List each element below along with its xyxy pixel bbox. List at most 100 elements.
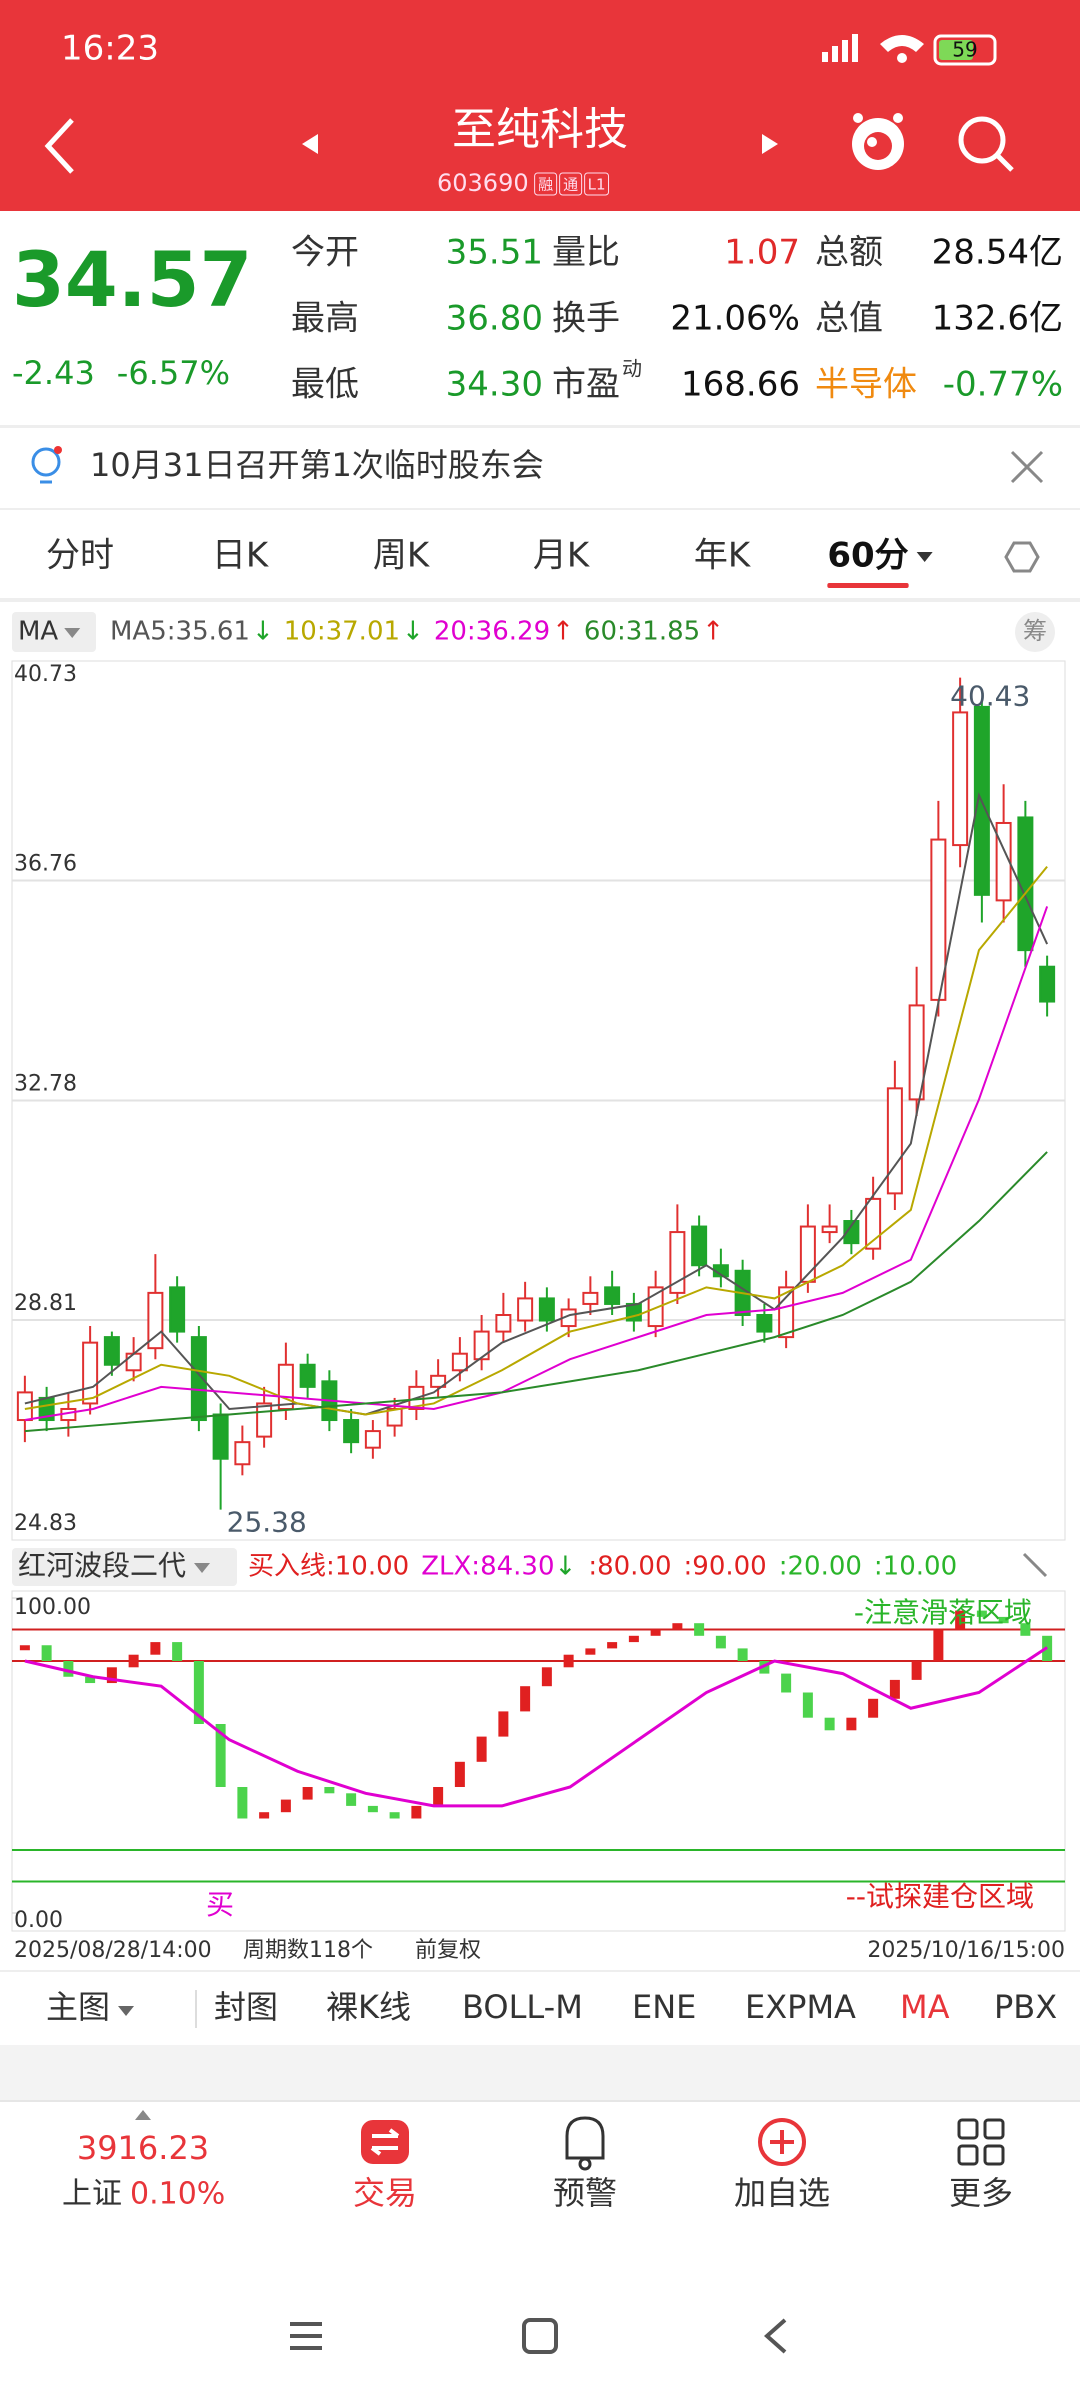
dropdown <box>118 2006 135 2016</box>
candle-body <box>16 1391 33 1422</box>
candle-body <box>364 1430 381 1449</box>
index-change: 0.10% <box>130 2177 225 2212</box>
indicator-tab[interactable]: 封图 <box>214 1988 278 2026</box>
settings-icon[interactable] <box>1004 541 1040 573</box>
field-label: 半导体 <box>815 365 917 405</box>
trade-icon[interactable] <box>361 2120 409 2164</box>
expand-icon[interactable] <box>1022 1552 1048 1578</box>
field-label: 总值 <box>815 299 883 339</box>
period-tab[interactable]: 年K <box>694 536 752 576</box>
legend-trend: ↑ <box>702 617 724 647</box>
period-tab[interactable]: 周K <box>373 536 431 576</box>
indicator-bar <box>128 1654 139 1668</box>
badge-label: 融 <box>538 176 553 194</box>
indicator-tab[interactable]: EXPMA <box>745 1988 856 2026</box>
index-value: 3916.23 <box>77 2129 209 2167</box>
indicator-bar <box>802 1692 813 1718</box>
close-notice[interactable] <box>1010 450 1044 484</box>
indicator-bar <box>694 1623 705 1636</box>
indicator-bar <box>672 1623 683 1630</box>
max-price-label: 40.43 <box>950 680 1030 713</box>
period-tab[interactable]: 分时 <box>46 536 114 576</box>
status-icons <box>822 34 997 66</box>
candle-body <box>169 1286 186 1333</box>
indicator-param: ZLX:84.30 <box>421 1552 554 1582</box>
nav-label[interactable]: 预警 <box>553 2174 617 2212</box>
system-nav[interactable] <box>290 2318 787 2354</box>
chip-button[interactable] <box>1015 612 1055 652</box>
alert-icon[interactable] <box>565 2116 605 2171</box>
indicator-bar <box>302 1787 313 1800</box>
indicator-tab[interactable]: 裸K线 <box>326 1988 411 2026</box>
field-value: 28.54亿 <box>932 233 1063 273</box>
nav-label[interactable]: 加自选 <box>734 2174 830 2212</box>
indicator-param: :90.00 <box>684 1552 767 1582</box>
more-icon[interactable] <box>957 2118 1005 2166</box>
field-label: 最低 <box>291 365 359 405</box>
assistant-icon[interactable] <box>852 113 904 170</box>
back-button[interactable] <box>44 118 74 174</box>
candle-body <box>277 1363 294 1410</box>
ma-selector-label: MA <box>18 617 58 647</box>
active-underline <box>827 583 909 588</box>
indicator-param: 买入线:10.00 <box>248 1552 409 1582</box>
next-stock[interactable] <box>762 134 778 154</box>
stock-name: 至纯科技 <box>452 104 628 155</box>
notice-icon <box>31 446 62 484</box>
indicator-param: :20.00 <box>779 1552 862 1582</box>
divider <box>0 598 1080 602</box>
field-label: 最高 <box>291 299 359 339</box>
indicator-bar <box>563 1654 574 1668</box>
index-arrow <box>135 2110 151 2120</box>
last-price: 34.57 <box>12 235 252 324</box>
indicator-tab[interactable]: MA <box>900 1988 950 2026</box>
period-tab[interactable]: 日K <box>212 536 270 576</box>
clock: 16:23 <box>61 29 159 69</box>
indicator-bar <box>389 1812 400 1819</box>
candle-body <box>604 1286 621 1305</box>
indicator-bar <box>411 1805 422 1819</box>
candle-body <box>517 1297 534 1322</box>
candle-body <box>299 1363 316 1388</box>
stock-code: 603690 <box>437 169 529 197</box>
period-tab[interactable]: 月K <box>533 536 591 576</box>
indicator-bar <box>998 1616 1009 1624</box>
indicator-bar <box>150 1642 161 1655</box>
add-watch-icon[interactable] <box>758 2118 806 2166</box>
indicator-tab[interactable]: BOLL-M <box>462 1988 583 2026</box>
indicator-bar <box>650 1629 661 1636</box>
candle-body <box>582 1291 599 1305</box>
candle-body <box>669 1231 686 1294</box>
candle-body <box>430 1374 447 1388</box>
indicator-tab[interactable]: 主图 <box>46 1988 110 2026</box>
indicator-bar <box>911 1661 922 1680</box>
candle-body <box>495 1313 512 1333</box>
candle-body <box>212 1413 229 1460</box>
period-tab[interactable]: 60分 <box>827 536 908 576</box>
prev-stock[interactable] <box>302 134 318 154</box>
index-name: 上证 <box>62 2177 122 2212</box>
ma-selector[interactable] <box>12 612 96 652</box>
ma-line <box>24 906 1049 1422</box>
indicator-bar <box>106 1667 117 1684</box>
indicator-bar <box>172 1642 183 1661</box>
indicator-tab[interactable]: ENE <box>632 1988 696 2026</box>
indicator-selector[interactable] <box>12 1548 237 1586</box>
field-value: -0.77% <box>943 365 1063 405</box>
badge-label: 通 <box>563 176 578 194</box>
y-tick-label: 32.78 <box>14 1072 77 1097</box>
candle-body <box>103 1336 120 1366</box>
indicator-bar <box>324 1787 335 1794</box>
nav-label[interactable]: 更多 <box>949 2174 1013 2212</box>
min-price-label: 25.38 <box>227 1506 307 1539</box>
candle-body <box>234 1441 251 1466</box>
zone-label-bottom: --试探建仓区域 <box>846 1880 1034 1913</box>
indicator-bar <box>63 1661 74 1677</box>
indicator-bar <box>280 1799 291 1813</box>
indicator-tab[interactable]: PBX <box>994 1988 1057 2026</box>
indicator-bar <box>237 1787 248 1819</box>
nav-label[interactable]: 交易 <box>353 2174 417 2212</box>
candle-body <box>908 1004 925 1101</box>
search-icon[interactable] <box>958 116 1014 172</box>
